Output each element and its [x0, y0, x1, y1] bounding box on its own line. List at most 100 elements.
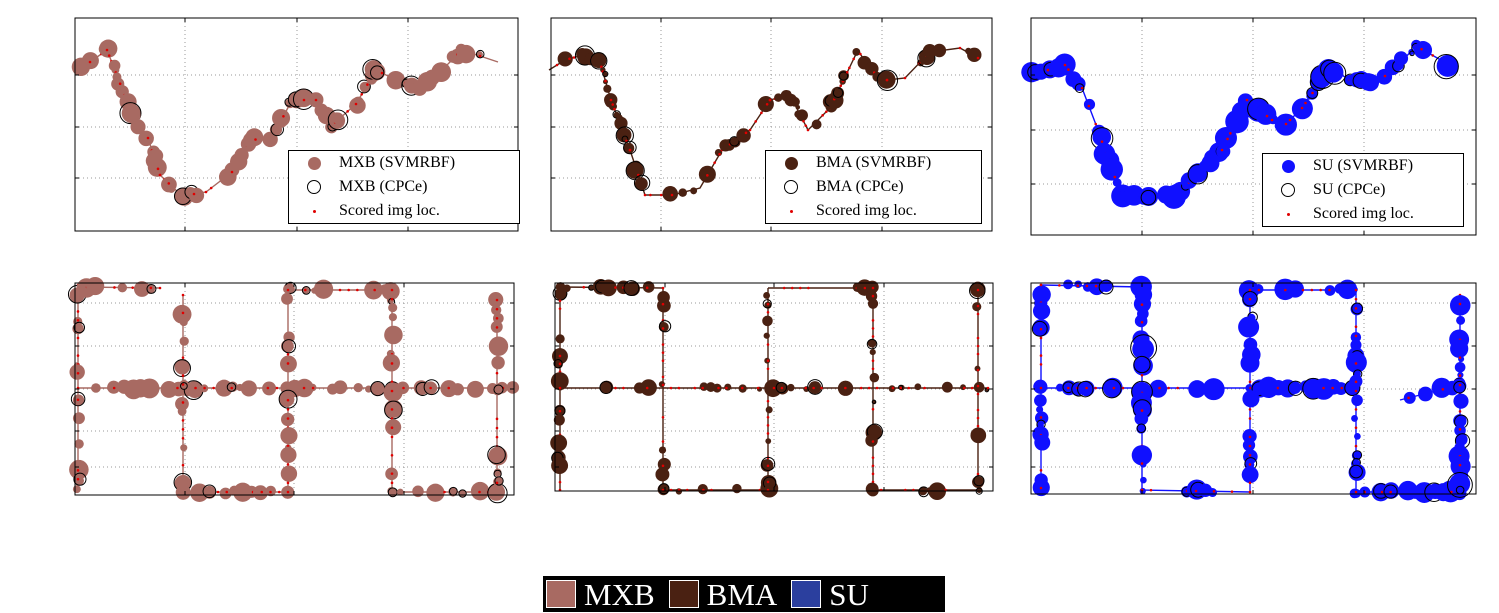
svm-detection-marker — [491, 355, 505, 370]
scored-image-marker — [871, 440, 875, 443]
scored-image-marker — [286, 463, 290, 466]
svm-detection-marker — [1456, 315, 1466, 325]
scored-image-marker — [766, 359, 770, 363]
scored-image-marker — [976, 344, 980, 348]
scored-image-marker — [76, 398, 80, 402]
scored-image-marker — [1063, 63, 1067, 67]
scored-image-marker — [76, 469, 80, 472]
svm-detection-marker — [1241, 466, 1259, 484]
svm-detection-marker — [1208, 488, 1218, 498]
scored-image-marker — [1039, 354, 1043, 357]
cpce-detection-marker — [1098, 279, 1114, 295]
svm-detection-marker — [1140, 476, 1147, 484]
svm-detection-marker — [553, 414, 565, 426]
scored-image-marker — [286, 490, 290, 494]
legend-entry-svm: SU (SVMRBF) — [1263, 154, 1463, 178]
scored-image-marker — [649, 193, 652, 197]
svm-detection-marker — [551, 457, 569, 475]
svm-detection-marker — [385, 419, 402, 436]
svm-detection-marker — [451, 383, 464, 396]
cpce-detection-marker — [1077, 380, 1094, 398]
scored-image-marker — [1322, 386, 1325, 390]
scored-image-marker — [558, 354, 562, 358]
cpce-detection-marker — [475, 49, 485, 59]
scored-image-marker — [1458, 410, 1462, 413]
scored-image-marker — [1194, 489, 1198, 493]
scored-image-marker — [1248, 463, 1252, 466]
legend-label: SU (SVMRBF) — [1313, 157, 1414, 174]
svm-detection-marker — [1242, 439, 1256, 452]
scored-image-marker — [1383, 74, 1387, 78]
scored-image-marker — [1140, 373, 1144, 377]
svm-detection-marker — [765, 438, 772, 444]
scored-image-marker — [1354, 334, 1358, 338]
cpce-detection-marker — [973, 475, 985, 487]
scored-image-marker — [447, 386, 451, 390]
svm-detection-marker — [555, 334, 565, 344]
scored-image-marker — [1276, 386, 1280, 390]
svm-detection-marker — [488, 336, 509, 356]
scored-image-marker — [167, 182, 171, 185]
scored-image-marker — [338, 288, 342, 292]
svm-detection-marker — [234, 147, 249, 163]
scored-image-marker — [903, 76, 907, 80]
scored-image-marker — [804, 124, 808, 127]
scored-image-marker — [572, 56, 576, 59]
cpce-detection-marker — [493, 384, 504, 395]
scored-image-marker — [871, 359, 875, 363]
scored-image-marker — [1340, 386, 1344, 390]
scored-image-marker — [845, 71, 849, 74]
scored-image-marker — [661, 440, 665, 443]
scored-image-marker — [1167, 386, 1170, 390]
scored-image-marker — [628, 148, 632, 152]
scored-image-marker — [1248, 288, 1252, 292]
scored-image-marker — [1380, 490, 1384, 494]
scored-image-marker — [976, 416, 980, 420]
scored-image-marker — [871, 319, 875, 322]
scored-image-marker — [790, 286, 794, 290]
legend-label: BMA (CPCe) — [816, 178, 904, 195]
svm-detection-marker — [488, 446, 508, 466]
open-circle-symbol — [297, 180, 331, 194]
scored-image-marker — [962, 386, 966, 390]
scored-image-marker — [558, 409, 562, 413]
svm-detection-marker — [488, 292, 504, 308]
scored-image-marker — [622, 386, 625, 390]
scored-image-marker — [744, 131, 748, 135]
svm-detection-marker — [332, 112, 344, 125]
svm-detection-marker — [732, 483, 742, 494]
scored-image-marker — [1039, 386, 1043, 390]
legend-label: BMA (SVMRBF) — [816, 154, 932, 171]
scored-image-marker — [976, 384, 980, 388]
scored-image-marker — [495, 426, 499, 430]
svm-detection-marker — [690, 187, 698, 195]
red-dot-symbol — [297, 209, 331, 213]
scored-image-marker — [1039, 416, 1043, 419]
cpce-detection-marker — [73, 472, 87, 486]
cpce-detection-marker — [1102, 378, 1122, 399]
svm-detection-marker — [1337, 279, 1358, 300]
scored-image-marker — [643, 193, 647, 197]
scored-image-marker — [311, 386, 315, 390]
cpce-detection-marker — [146, 283, 157, 294]
svm-detection-marker — [1243, 449, 1258, 464]
svm-detection-marker — [74, 439, 84, 449]
scored-image-marker — [871, 294, 875, 298]
legend-top-right: SU (SVMRBF) SU (CPCe) Scored img loc. — [1262, 153, 1464, 227]
scored-image-marker — [1039, 469, 1043, 472]
svm-detection-marker — [139, 378, 160, 399]
scored-image-marker — [302, 98, 306, 102]
scored-image-marker — [269, 490, 272, 494]
scored-image-marker — [192, 192, 196, 196]
scored-image-marker — [76, 319, 80, 322]
scored-image-marker — [286, 417, 290, 420]
svm-detection-marker — [1453, 393, 1469, 409]
scored-image-marker — [768, 98, 772, 102]
svm-detection-marker — [1449, 295, 1471, 316]
scored-image-marker — [799, 286, 802, 290]
scored-image-marker — [976, 288, 980, 292]
scored-image-marker — [1441, 387, 1445, 391]
cpce-detection-marker — [1447, 472, 1473, 498]
scored-image-marker — [181, 463, 185, 467]
scored-image-marker — [131, 286, 134, 289]
